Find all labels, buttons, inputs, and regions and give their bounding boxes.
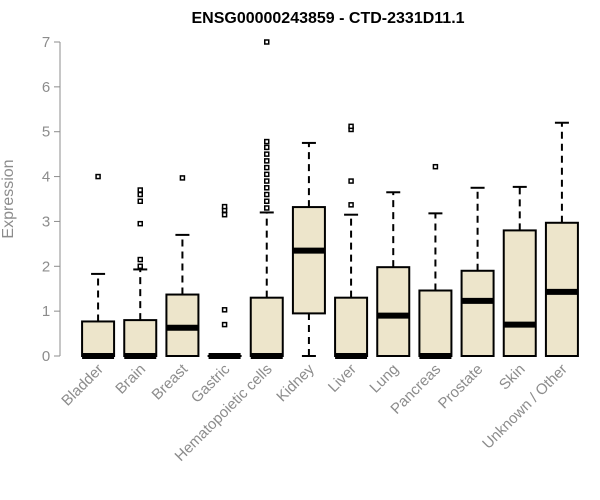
x-tick-label: Skin	[496, 361, 529, 394]
box-liver	[334, 123, 369, 359]
box-body	[376, 266, 411, 358]
outlier-point	[221, 307, 228, 313]
outlier-point	[264, 151, 270, 157]
x-tick-label: Bladder	[58, 361, 107, 410]
outlier-point	[137, 187, 143, 193]
y-axis-label: Expression	[0, 159, 17, 238]
outlier-point	[221, 211, 228, 218]
outlier-point	[348, 202, 354, 208]
y-tick-label: 1	[42, 303, 50, 320]
box-body	[81, 320, 116, 357]
outlier-point	[264, 144, 270, 151]
y-tick-label: 0	[42, 348, 50, 365]
x-tick-label: Kidney	[273, 360, 318, 405]
y-tick-label: 2	[42, 258, 50, 275]
y-tick-label: 5	[42, 124, 50, 141]
outlier-point	[348, 178, 354, 184]
outlier-point	[264, 138, 270, 145]
box-pancreas	[418, 163, 453, 359]
x-tick-label: Lung	[366, 361, 402, 397]
outlier-point	[264, 185, 270, 191]
outlier-point	[137, 256, 143, 263]
outlier-point	[432, 163, 439, 170]
box-bladder	[81, 173, 116, 359]
y-tick-label: 4	[42, 169, 50, 186]
box-brain	[123, 187, 158, 359]
outlier-point	[137, 191, 143, 198]
box-body	[502, 229, 537, 357]
box-gastric	[207, 203, 242, 359]
box-body	[334, 296, 369, 357]
outlier-point	[264, 205, 270, 211]
outlier-point	[137, 198, 143, 204]
x-tick-label: Brain	[112, 361, 149, 398]
y-tick-label: 6	[42, 79, 50, 96]
chart-title: ENSG00000243859 - CTD-2331D11.1	[191, 10, 464, 27]
box-body	[123, 319, 158, 358]
outlier-point	[264, 171, 270, 178]
outlier-point	[179, 175, 186, 181]
x-tick-label: Breast	[149, 360, 192, 403]
boxplot-series	[81, 39, 579, 359]
y-tick-label: 7	[42, 34, 50, 51]
outlier-point	[221, 203, 228, 210]
box-body	[460, 269, 495, 357]
box-lung	[376, 191, 411, 358]
outlier-point	[264, 158, 270, 164]
outlier-point	[264, 198, 270, 204]
outlier-point	[137, 220, 143, 227]
box-hematopoietic-cells	[249, 39, 284, 359]
box-body	[291, 206, 326, 315]
x-tick-label: Liver	[325, 361, 360, 396]
outlier-point	[221, 321, 228, 328]
outlier-point	[137, 263, 143, 270]
y-tick-label: 3	[42, 213, 50, 230]
box-breast	[165, 175, 200, 357]
outlier-point	[264, 39, 270, 45]
outlier-point	[95, 173, 101, 180]
box-kidney	[291, 141, 326, 357]
y-axis: 0 1 2 3 4 5 6 7	[42, 34, 61, 365]
box-prostate	[460, 186, 495, 357]
x-tick-label: Prostate	[435, 361, 487, 413]
box-body	[249, 296, 284, 357]
box-skin	[502, 185, 537, 357]
outlier-point	[264, 191, 270, 198]
box-body	[418, 289, 453, 358]
outlier-point	[264, 164, 270, 171]
outlier-point	[348, 123, 354, 130]
outlier-point	[264, 178, 270, 184]
box-unknown-other	[544, 121, 579, 357]
